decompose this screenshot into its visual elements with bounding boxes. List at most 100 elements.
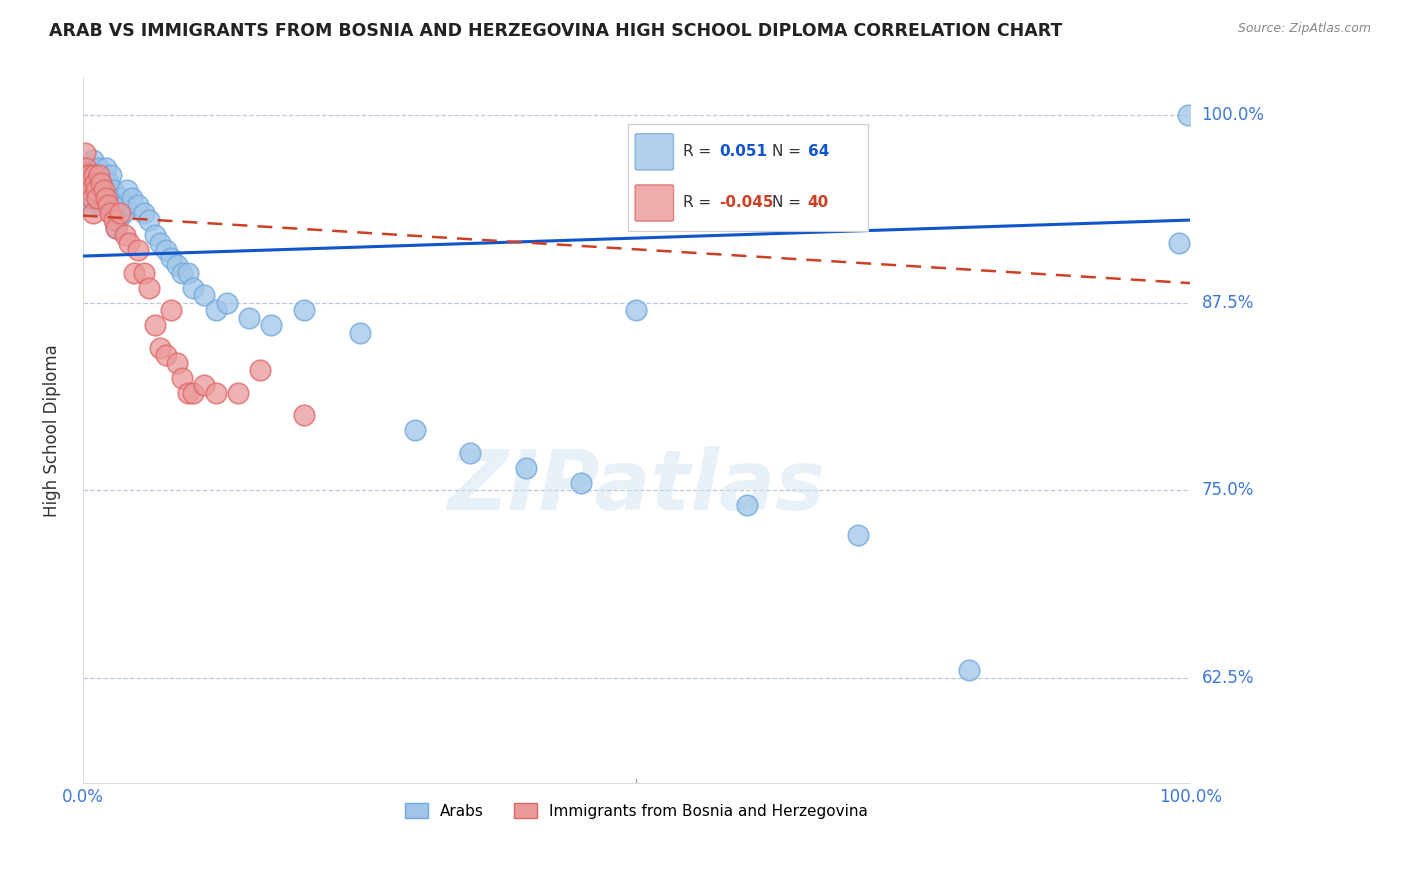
- Point: [86, 168, 108, 182]
- Point: [292, 409, 315, 423]
- Point: [96, 183, 118, 197]
- Point: [79, 161, 101, 175]
- Text: R =: R =: [683, 195, 711, 211]
- Point: [79, 168, 101, 182]
- Point: [82, 205, 104, 219]
- Point: [160, 303, 183, 318]
- Point: [82, 153, 104, 167]
- Point: [138, 280, 160, 294]
- Point: [76, 168, 98, 182]
- Point: [114, 198, 136, 212]
- Point: [98, 205, 121, 219]
- Point: [226, 385, 249, 400]
- Text: ARAB VS IMMIGRANTS FROM BOSNIA AND HERZEGOVINA HIGH SCHOOL DIPLOMA CORRELATION C: ARAB VS IMMIGRANTS FROM BOSNIA AND HERZE…: [49, 22, 1063, 40]
- Text: R =: R =: [683, 145, 711, 160]
- Point: [292, 303, 315, 318]
- Point: [127, 243, 149, 257]
- Point: [73, 168, 96, 182]
- Point: [97, 198, 120, 212]
- Point: [93, 183, 115, 197]
- Point: [957, 664, 980, 678]
- Point: [204, 385, 226, 400]
- Point: [149, 235, 172, 250]
- Point: [569, 475, 592, 490]
- Text: 100.0%: 100.0%: [1202, 106, 1264, 124]
- Point: [101, 183, 124, 197]
- Point: [1168, 235, 1191, 250]
- Point: [132, 205, 155, 219]
- Point: [1177, 108, 1199, 122]
- Point: [110, 205, 132, 219]
- Point: [122, 266, 145, 280]
- Point: [349, 326, 371, 340]
- Point: [75, 183, 97, 197]
- Text: -0.045: -0.045: [718, 195, 773, 211]
- Point: [183, 280, 205, 294]
- Point: [94, 190, 117, 204]
- Point: [90, 176, 112, 190]
- Point: [172, 266, 194, 280]
- Point: [75, 161, 97, 175]
- Point: [86, 190, 108, 204]
- Point: [143, 318, 166, 333]
- Point: [93, 190, 115, 204]
- Point: [89, 183, 111, 197]
- Point: [193, 288, 215, 302]
- Point: [97, 198, 120, 212]
- Point: [89, 168, 111, 182]
- FancyBboxPatch shape: [636, 185, 673, 221]
- Point: [404, 423, 426, 437]
- Point: [155, 243, 177, 257]
- Point: [132, 266, 155, 280]
- Point: [172, 370, 194, 384]
- Y-axis label: High School Diploma: High School Diploma: [44, 343, 60, 516]
- Point: [84, 183, 107, 197]
- Point: [77, 190, 100, 204]
- Point: [166, 258, 188, 272]
- Text: 64: 64: [808, 145, 830, 160]
- Point: [87, 176, 110, 190]
- Point: [846, 528, 869, 542]
- Point: [110, 190, 132, 204]
- Point: [90, 198, 112, 212]
- Point: [143, 228, 166, 243]
- Point: [83, 168, 105, 182]
- Point: [160, 251, 183, 265]
- Point: [238, 310, 260, 325]
- Point: [626, 303, 648, 318]
- Point: [104, 205, 127, 219]
- Text: 0.051: 0.051: [718, 145, 768, 160]
- Point: [460, 446, 482, 460]
- Point: [103, 198, 125, 212]
- Point: [89, 161, 111, 175]
- Text: 40: 40: [808, 195, 830, 211]
- Point: [183, 385, 205, 400]
- Point: [155, 348, 177, 362]
- Point: [115, 183, 138, 197]
- Point: [83, 183, 105, 197]
- Text: N =: N =: [772, 195, 801, 211]
- Text: 75.0%: 75.0%: [1202, 482, 1254, 500]
- Point: [94, 161, 117, 175]
- Point: [193, 378, 215, 392]
- Point: [121, 190, 143, 204]
- Point: [107, 213, 129, 227]
- Point: [79, 198, 101, 212]
- Point: [77, 176, 100, 190]
- Text: 87.5%: 87.5%: [1202, 293, 1254, 311]
- Point: [100, 168, 122, 182]
- Point: [138, 213, 160, 227]
- Point: [80, 168, 103, 182]
- FancyBboxPatch shape: [636, 134, 673, 170]
- Point: [177, 385, 200, 400]
- Point: [98, 190, 121, 204]
- Text: N =: N =: [772, 145, 801, 160]
- Point: [735, 498, 758, 512]
- Point: [83, 176, 105, 190]
- Point: [79, 183, 101, 197]
- Point: [127, 198, 149, 212]
- Point: [111, 205, 134, 219]
- Text: Source: ZipAtlas.com: Source: ZipAtlas.com: [1237, 22, 1371, 36]
- Point: [166, 356, 188, 370]
- Point: [104, 220, 127, 235]
